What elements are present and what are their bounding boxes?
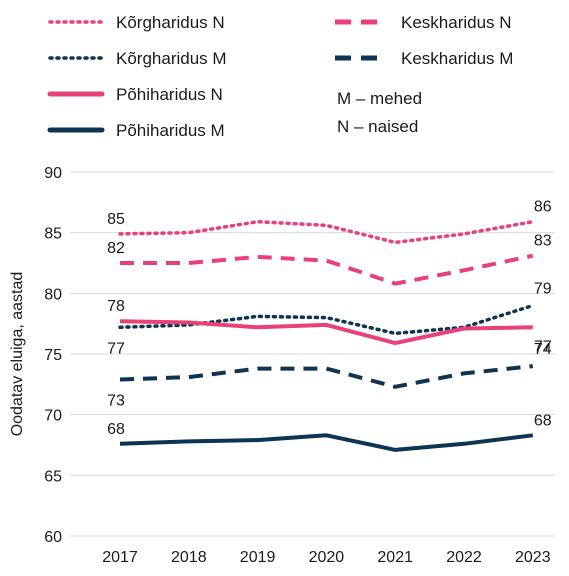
series-line	[119, 364, 534, 389]
series-line	[120, 253, 534, 286]
grid-lines	[70, 171, 555, 537]
x-tick-label: 2018	[171, 549, 207, 566]
data-label: 68	[107, 421, 125, 438]
y-tick-label: 65	[44, 468, 62, 485]
series-line	[118, 219, 535, 245]
data-label: 68	[534, 412, 552, 429]
x-tick-label: 2021	[377, 549, 413, 566]
data-label: 74	[534, 341, 552, 358]
y-axis-label: Oodatav eluiga, aastad	[9, 272, 26, 437]
data-label: 86	[534, 199, 552, 216]
data-label: 77	[107, 340, 125, 357]
data-label: 82	[107, 240, 125, 257]
data-labels: 85 86 77 79 78 77 68 68 82 83 73 74	[107, 199, 552, 438]
legend-note: N – naised	[337, 117, 418, 136]
x-tick-label: 2020	[309, 549, 345, 566]
y-tick-label: 85	[44, 226, 62, 243]
data-label: 77	[534, 338, 552, 355]
series-lines	[118, 219, 535, 452]
x-axis-ticks: 2017 2018 2019 2020 2021 2022 2023	[102, 549, 550, 566]
data-label: 73	[107, 392, 125, 409]
x-tick-label: 2023	[515, 549, 551, 566]
legend-notes: M – mehed N – naised	[337, 89, 422, 136]
legend-label: Kõrgharidus N	[116, 13, 225, 32]
legend-label: Kõrgharidus M	[116, 49, 227, 68]
legend-note: M – mehed	[337, 89, 422, 108]
legend-label: Põhiharidus M	[116, 121, 225, 140]
series-line	[119, 433, 534, 452]
x-tick-label: 2017	[102, 549, 138, 566]
legend-label: Põhiharidus N	[116, 85, 223, 104]
data-label: 79	[534, 280, 552, 297]
y-axis-ticks: 60 65 70 75 80 85 90	[44, 165, 62, 546]
data-label: 85	[107, 211, 125, 228]
legend-label: Keskharidus M	[401, 49, 513, 68]
y-tick-label: 75	[44, 347, 62, 364]
y-tick-label: 80	[44, 286, 62, 303]
data-label: 78	[107, 298, 125, 315]
y-tick-label: 90	[44, 165, 62, 182]
data-label: 83	[534, 233, 552, 250]
series-line	[119, 319, 533, 346]
x-tick-label: 2019	[240, 549, 276, 566]
x-tick-label: 2022	[446, 549, 482, 566]
y-tick-label: 60	[44, 529, 62, 546]
legend: Kõrgharidus N Kõrgharidus M Põhiharidus N P…	[47, 13, 513, 140]
y-tick-label: 70	[44, 408, 62, 425]
legend-label: Keskharidus N	[401, 13, 512, 32]
